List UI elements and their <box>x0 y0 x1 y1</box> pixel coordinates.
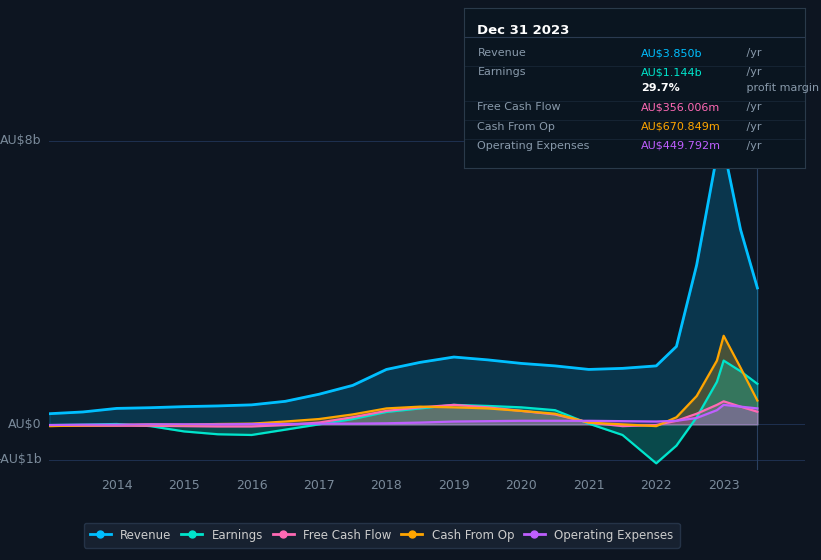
Text: Operating Expenses: Operating Expenses <box>478 141 589 151</box>
Text: AU$8b: AU$8b <box>0 134 42 147</box>
Text: AU$449.792m: AU$449.792m <box>641 141 721 151</box>
Text: Revenue: Revenue <box>478 48 526 58</box>
Text: AU$1.144b: AU$1.144b <box>641 67 703 77</box>
Text: /yr: /yr <box>743 122 762 132</box>
Text: /yr: /yr <box>743 141 762 151</box>
Text: Free Cash Flow: Free Cash Flow <box>478 102 561 113</box>
Text: AU$3.850b: AU$3.850b <box>641 48 703 58</box>
Text: /yr: /yr <box>743 67 762 77</box>
Text: 29.7%: 29.7% <box>641 83 680 93</box>
Legend: Revenue, Earnings, Free Cash Flow, Cash From Op, Operating Expenses: Revenue, Earnings, Free Cash Flow, Cash … <box>84 523 680 548</box>
Text: Cash From Op: Cash From Op <box>478 122 555 132</box>
Text: -AU$1b: -AU$1b <box>0 453 42 466</box>
Text: profit margin: profit margin <box>743 83 819 93</box>
Text: Earnings: Earnings <box>478 67 526 77</box>
Text: /yr: /yr <box>743 102 762 113</box>
Text: AU$0: AU$0 <box>8 418 42 431</box>
Text: AU$356.006m: AU$356.006m <box>641 102 720 113</box>
Text: /yr: /yr <box>743 48 762 58</box>
Text: Dec 31 2023: Dec 31 2023 <box>478 25 570 38</box>
Text: AU$670.849m: AU$670.849m <box>641 122 721 132</box>
